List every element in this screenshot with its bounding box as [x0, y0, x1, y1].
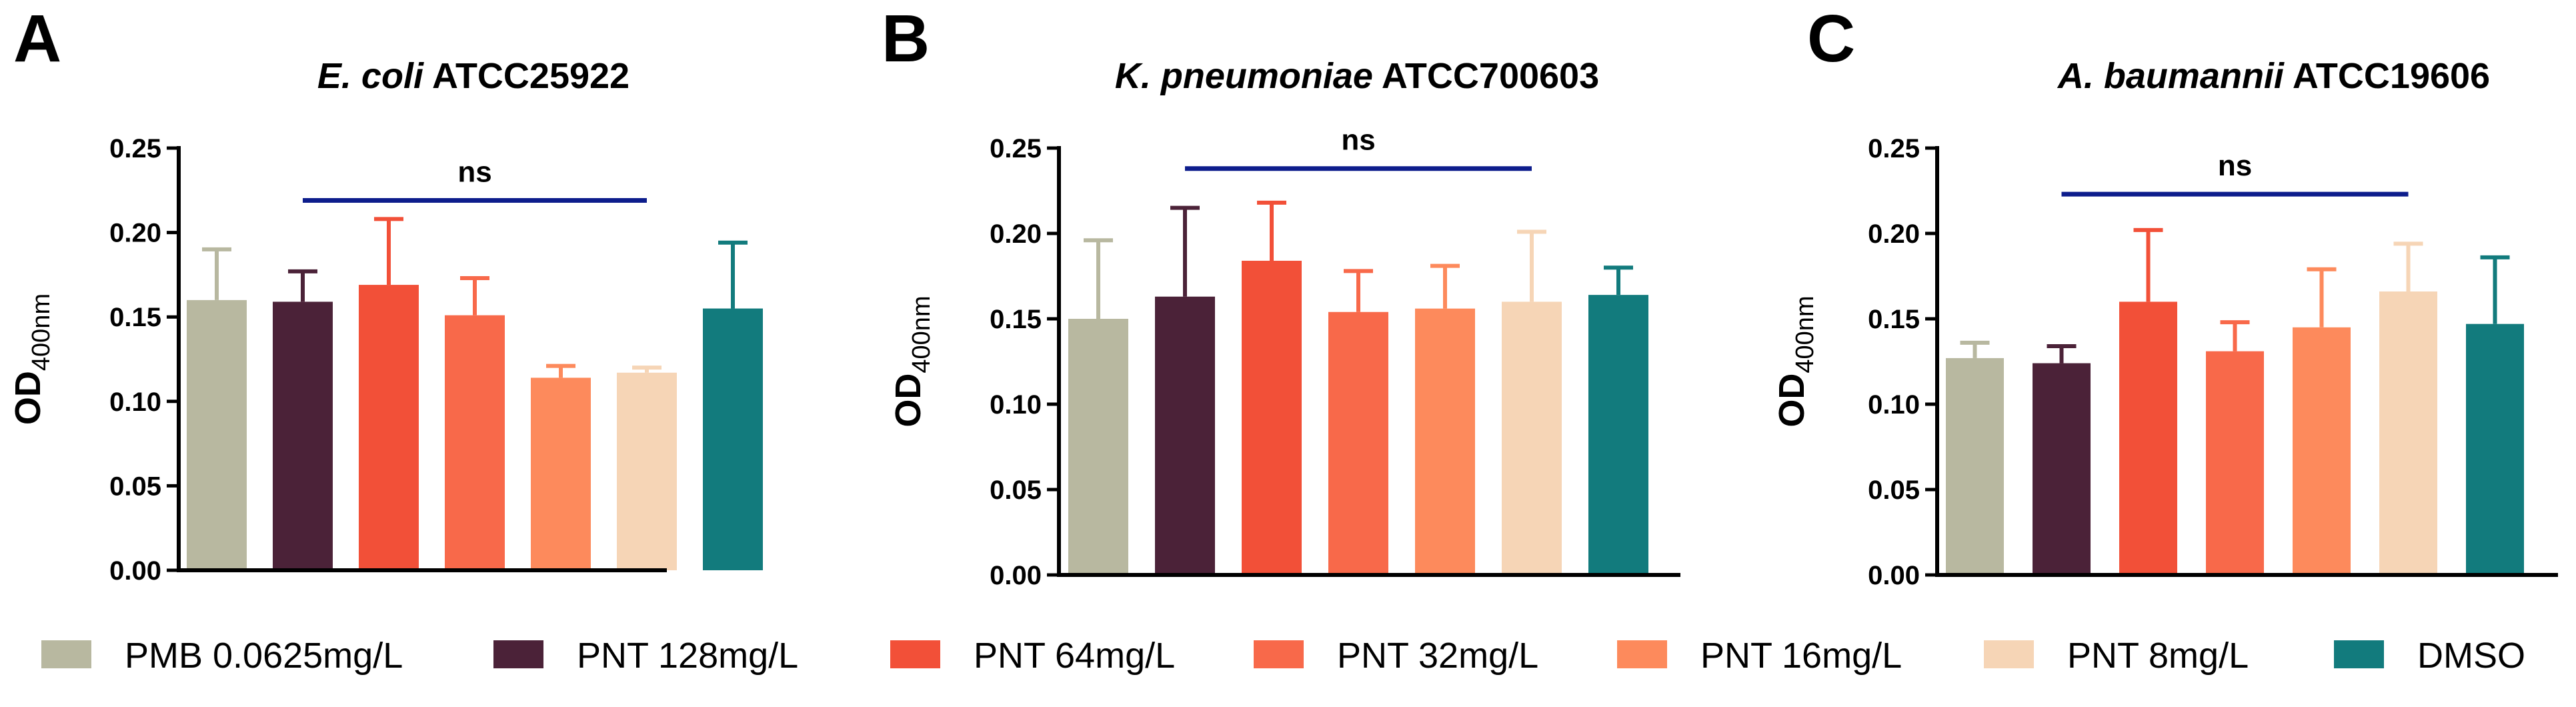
bar — [1068, 319, 1128, 575]
panel-title: A. baumannii ATCC19606 — [2057, 56, 2490, 96]
legend-label: PMB 0.0625mg/L — [125, 636, 403, 676]
panel-letter: B — [882, 1, 930, 76]
y-tick-label: 0.20 — [1868, 219, 1920, 249]
y-tick-label: 0.05 — [109, 472, 161, 501]
legend-label: PNT 16mg/L — [1700, 636, 1902, 676]
bar — [445, 315, 505, 570]
y-tick-label: 0.00 — [109, 556, 161, 586]
bar — [1415, 308, 1475, 575]
legend-item: PNT 16mg/L — [1617, 636, 1902, 676]
y-axis-label-subscript: 400nm — [27, 293, 55, 371]
y-axis-label-subscript: 400nm — [1791, 295, 1819, 373]
legend-item: DMSO — [2334, 636, 2525, 676]
legend-label: PNT 128mg/L — [577, 636, 798, 676]
bar — [703, 308, 763, 570]
bar — [2293, 327, 2351, 575]
panel-title-organism: K. pneumoniae — [1115, 56, 1373, 96]
bar — [1502, 301, 1562, 575]
panel-title-strain: ATCC700603 — [1373, 56, 1599, 96]
legend: PMB 0.0625mg/L PNT 128mg/L PNT 64mg/L PNT 3… — [41, 636, 2525, 676]
y-axis-label-main: OD — [8, 371, 48, 425]
legend-item: PNT 64mg/L — [890, 636, 1175, 676]
bar — [1155, 296, 1215, 575]
bar — [617, 372, 677, 570]
legend-swatch — [1254, 640, 1304, 668]
bar — [1242, 260, 1302, 575]
legend-label: DMSO — [2417, 636, 2525, 676]
legend-swatch — [1617, 640, 1667, 668]
legend-swatch — [890, 640, 940, 668]
legend-item: PMB 0.0625mg/L — [41, 636, 403, 676]
legend-swatch — [2334, 640, 2384, 668]
y-tick-label: 0.25 — [990, 134, 1042, 163]
panel-title-organism: A. baumannii — [2057, 56, 2285, 96]
significance-label: ns — [1341, 124, 1375, 157]
panel-c: C A. baumannii ATCC19606 OD400nm 0.00 0.05 0.… — [1772, 1, 2558, 590]
y-axis-label: OD400nm — [8, 293, 55, 425]
significance-label: ns — [2218, 149, 2252, 182]
legend-label: PNT 8mg/L — [2067, 636, 2249, 676]
legend-swatch — [1984, 640, 2034, 668]
legend-item: PNT 8mg/L — [1984, 636, 2249, 676]
legend-swatch — [493, 640, 543, 668]
legend-label: PNT 64mg/L — [974, 636, 1175, 676]
panel-title-strain: ATCC19606 — [2284, 56, 2490, 96]
bar — [2466, 323, 2524, 575]
y-tick-label: 0.20 — [990, 219, 1042, 249]
y-tick-label: 0.10 — [990, 390, 1042, 420]
panel-letter: C — [1807, 1, 1855, 76]
bar — [2206, 351, 2264, 575]
y-tick-label: 0.00 — [990, 561, 1042, 590]
bar — [2033, 363, 2091, 575]
bar — [359, 285, 419, 570]
y-axis-label-subscript: 400nm — [908, 295, 936, 373]
y-axis-label: OD400nm — [1772, 295, 1819, 427]
y-tick-label: 0.25 — [109, 134, 161, 163]
bar — [531, 378, 591, 570]
bar — [2119, 301, 2177, 575]
legend-item: PNT 32mg/L — [1254, 636, 1538, 676]
y-tick-label: 0.10 — [109, 388, 161, 417]
panel-title: K. pneumoniae ATCC700603 — [1115, 56, 1599, 96]
panel-title-organism: E. coli — [317, 56, 424, 96]
significance-label: ns — [457, 155, 491, 188]
bar — [187, 299, 247, 570]
y-tick-label: 0.00 — [1868, 561, 1920, 590]
legend-label: PNT 32mg/L — [1337, 636, 1538, 676]
y-tick-label: 0.05 — [1868, 476, 1920, 505]
y-axis-label-main: OD — [888, 374, 928, 428]
y-tick-label: 0.15 — [109, 303, 161, 332]
y-axis-label-main: OD — [1772, 374, 1812, 428]
y-tick-label: 0.15 — [990, 305, 1042, 334]
y-tick-label: 0.20 — [109, 219, 161, 248]
legend-swatch — [41, 640, 91, 668]
bar — [1946, 358, 2004, 575]
y-tick-label: 0.10 — [1868, 390, 1920, 420]
bar — [273, 301, 333, 570]
y-tick-label: 0.25 — [1868, 134, 1920, 163]
panel-letter: A — [13, 1, 61, 76]
legend-item: PNT 128mg/L — [493, 636, 798, 676]
y-axis-label: OD400nm — [888, 295, 936, 427]
y-tick-label: 0.05 — [990, 476, 1042, 505]
panel-title-strain: ATCC25922 — [423, 56, 629, 96]
panel-title: E. coli ATCC25922 — [317, 56, 629, 96]
bar — [1588, 295, 1648, 575]
panel-b: B K. pneumoniae ATCC700603 OD400nm 0.00 0.05… — [882, 1, 1680, 590]
y-tick-label: 0.15 — [1868, 305, 1920, 334]
bar — [1328, 311, 1388, 575]
panel-a: A E. coli ATCC25922 OD400nm 0.00 0.05 0.10 0.1… — [8, 1, 763, 586]
bar — [2379, 291, 2437, 575]
